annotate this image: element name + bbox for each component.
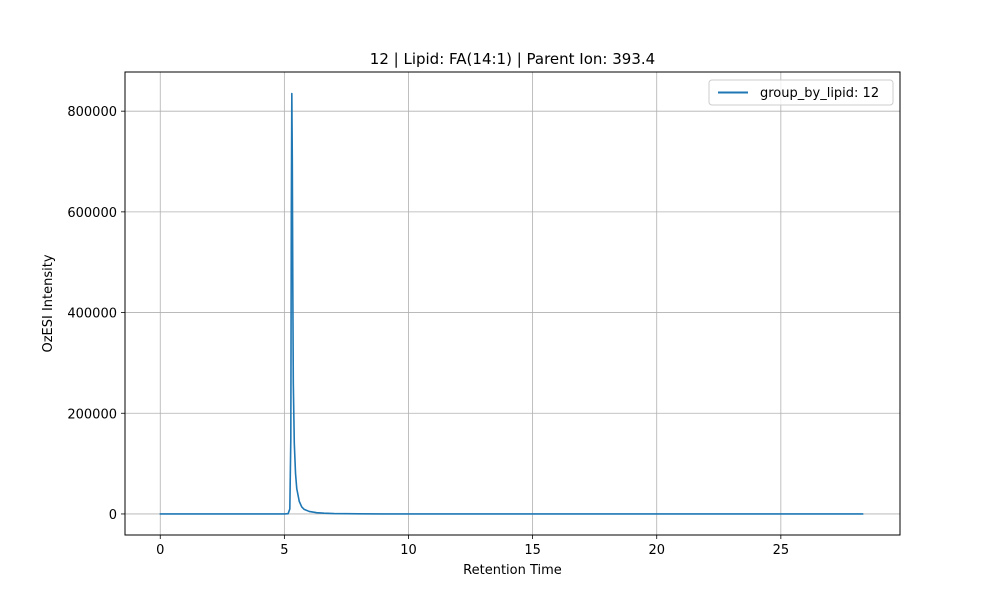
x-tick-label: 0 <box>156 543 164 558</box>
y-tick-label: 400000 <box>67 307 117 322</box>
y-tick-label: 200000 <box>67 407 117 422</box>
x-tick-label: 20 <box>648 543 665 558</box>
ticks: 0 5 10 15 20 25 0 200000 400000 600000 800000 <box>67 105 789 558</box>
legend: group_by_lipid: 12 <box>708 79 894 106</box>
plot-frame <box>124 71 901 536</box>
legend-box <box>708 79 894 106</box>
y-tick-label: 600000 <box>67 206 117 221</box>
series-layer <box>159 92 864 515</box>
x-tick-label: 15 <box>524 543 541 558</box>
y-axis-label: OzESI Intensity <box>41 254 56 352</box>
series-line <box>159 92 864 515</box>
x-tick-label: 25 <box>773 543 790 558</box>
x-axis-label: Retention Time <box>463 563 562 578</box>
x-tick-label: 10 <box>400 543 417 558</box>
chart-title: 12 | Lipid: FA(14:1) | Parent Ion: 393.4 <box>370 50 655 68</box>
legend-label: group_by_lipid: 12 <box>760 86 879 101</box>
y-tick-label: 0 <box>109 508 117 523</box>
x-tick-label: 5 <box>280 543 288 558</box>
y-tick-label: 800000 <box>67 105 117 120</box>
